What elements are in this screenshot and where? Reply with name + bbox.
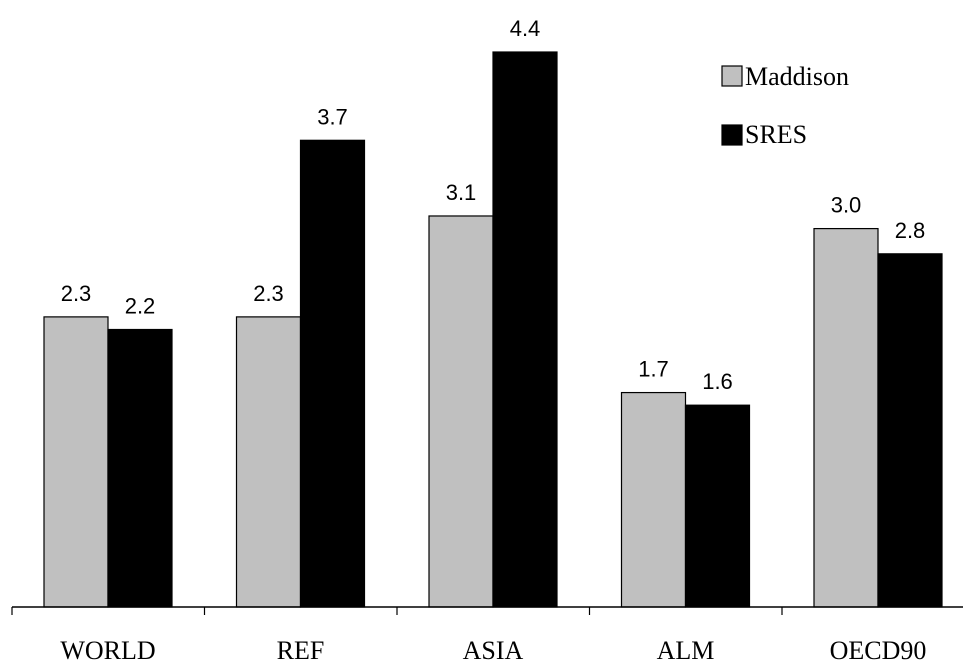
category-label-oecd90: OECD90 <box>830 636 927 665</box>
value-label-sres-oecd90: 2.8 <box>895 218 926 243</box>
value-label-maddison-oecd90: 3.0 <box>831 193 862 218</box>
category-label-asia: ASIA <box>463 636 524 665</box>
value-label-sres-ref: 3.7 <box>317 104 348 129</box>
value-label-sres-asia: 4.4 <box>510 16 541 41</box>
bar-sres-world <box>107 328 173 608</box>
legend-swatch-sres <box>721 124 743 146</box>
bar-maddison-ref <box>235 316 302 608</box>
bar-maddison-alm <box>620 391 687 608</box>
bar-sres-asia <box>492 51 558 608</box>
category-labels-group: WORLD REF ASIA ALM OECD90 <box>60 636 926 665</box>
bar-maddison-oecd90 <box>813 227 879 608</box>
bar-sres-ref <box>299 139 366 608</box>
x-axis-ticks <box>11 607 783 615</box>
bar-sres-oecd90 <box>877 253 943 608</box>
bar-maddison-world <box>43 316 109 608</box>
value-label-maddison-world: 2.3 <box>61 281 92 306</box>
category-label-world: WORLD <box>60 636 155 665</box>
legend-label-sres: SRES <box>745 120 807 149</box>
value-label-maddison-asia: 3.1 <box>446 180 477 205</box>
bar-maddison-asia <box>428 215 494 608</box>
legend-label-maddison: Maddison <box>745 62 849 91</box>
bars-group <box>43 51 943 608</box>
category-label-alm: ALM <box>657 636 715 665</box>
bar-sres-alm <box>684 404 751 608</box>
value-label-maddison-ref: 2.3 <box>253 281 284 306</box>
value-labels-group: 2.3 2.2 2.3 3.7 3.1 4.4 1.7 1.6 3.0 2.8 <box>61 16 926 394</box>
value-label-sres-alm: 1.6 <box>702 369 733 394</box>
value-label-maddison-alm: 1.7 <box>638 357 669 382</box>
legend: Maddison SRES <box>721 62 849 149</box>
value-label-sres-world: 2.2 <box>125 294 156 319</box>
category-label-ref: REF <box>277 636 325 665</box>
legend-swatch-maddison <box>721 65 743 87</box>
